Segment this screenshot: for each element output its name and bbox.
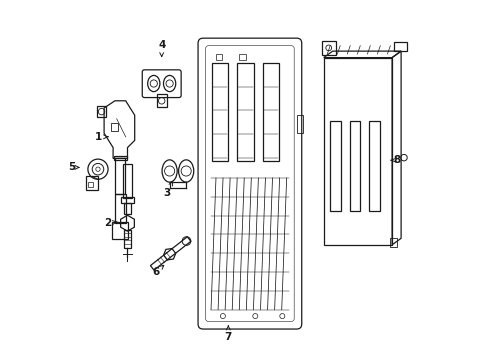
Text: 7: 7 — [224, 326, 231, 342]
Bar — [114, 194, 126, 223]
Bar — [323, 58, 391, 245]
Text: 2: 2 — [104, 218, 117, 228]
Text: 6: 6 — [152, 265, 163, 277]
Text: 8: 8 — [390, 155, 400, 165]
Text: 1: 1 — [95, 132, 108, 142]
Bar — [349, 121, 360, 211]
Text: 3: 3 — [163, 182, 172, 198]
Bar — [215, 54, 222, 60]
Bar — [123, 164, 132, 198]
Bar — [368, 121, 379, 211]
Bar — [393, 42, 406, 51]
Bar — [389, 238, 396, 247]
Bar — [123, 230, 131, 248]
Bar — [97, 106, 106, 117]
Bar — [123, 203, 131, 214]
Bar — [88, 182, 93, 187]
Bar — [212, 63, 228, 161]
Bar — [114, 156, 126, 160]
Bar — [86, 176, 98, 190]
Bar — [262, 63, 278, 161]
Bar — [321, 41, 335, 55]
Bar — [237, 63, 253, 161]
Bar — [115, 158, 125, 194]
Bar — [239, 54, 245, 60]
Bar — [111, 123, 118, 131]
Text: 4: 4 — [158, 40, 165, 57]
Bar — [112, 222, 128, 239]
Bar — [121, 197, 134, 203]
Text: 5: 5 — [68, 162, 79, 172]
Bar — [296, 115, 303, 133]
Bar — [329, 121, 340, 211]
Bar — [156, 94, 166, 107]
